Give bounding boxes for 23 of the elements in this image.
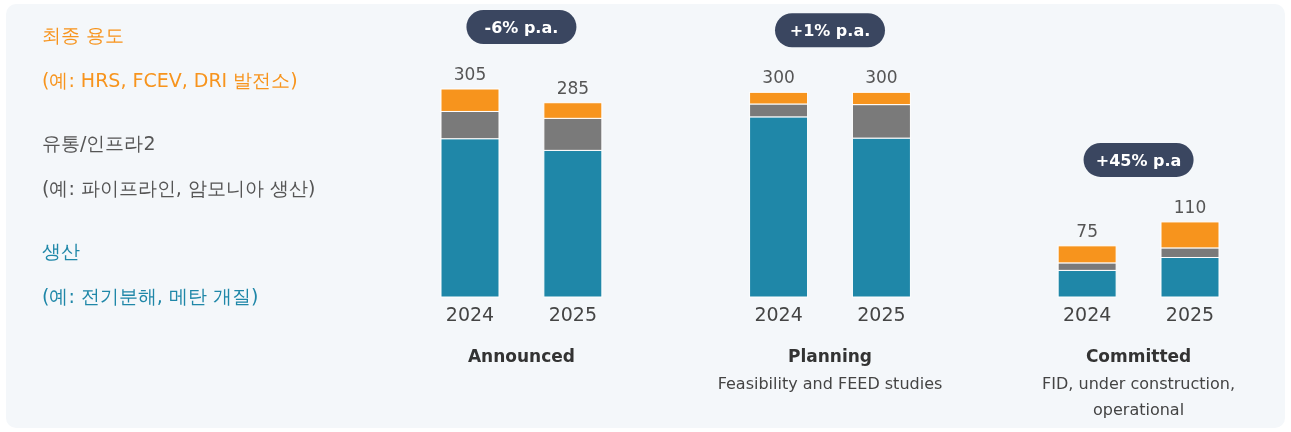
x-tick-label: 2024 — [1062, 303, 1112, 325]
text: Committed — [1085, 346, 1192, 366]
text: 305 — [453, 64, 487, 84]
annotation: 285 — [556, 77, 590, 98]
x-tick-label: 2024 — [445, 303, 495, 325]
text: 최종 용도 (예: HRS, FCEV, DRI 발전소) — [42, 24, 298, 91]
text: FID, under construction, operational — [1042, 374, 1236, 419]
text: Announced — [467, 346, 575, 366]
x-tick-label: 2024 — [754, 303, 803, 325]
text: +1% p.a. — [789, 21, 871, 41]
text: 생산 (예: 전기분해, 메탄 개질) — [42, 240, 259, 307]
text: Planning — [787, 346, 873, 366]
text: Feasibility and FEED studies — [717, 374, 943, 393]
x-tick-label: 2025 — [548, 303, 598, 325]
x-tick-label: 2025 — [857, 303, 906, 325]
text: 300 — [762, 67, 795, 88]
annotation: +45% p.a — [1095, 150, 1182, 170]
annotation: 110 — [1173, 196, 1207, 217]
annotation: 75 — [1076, 220, 1098, 241]
text: -6% p.a. — [484, 18, 559, 37]
text: 300 — [865, 67, 898, 88]
text: 유통/인프라2 (예: 파이프라인, 암모니아 생산) — [42, 132, 316, 199]
x-tick-label: 2025 — [1165, 303, 1215, 325]
